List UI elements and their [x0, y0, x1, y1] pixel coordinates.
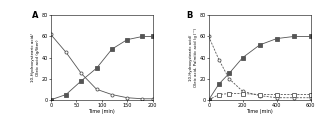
Text: A: A	[32, 11, 39, 20]
X-axis label: Time (min): Time (min)	[246, 109, 273, 114]
Y-axis label: 10-Hydroxystearic acid/
Oleic acid (g/liter): 10-Hydroxystearic acid/ Oleic acid (g/li…	[31, 33, 40, 82]
Text: B: B	[186, 11, 193, 20]
X-axis label: Time (min): Time (min)	[88, 109, 115, 114]
Y-axis label: 10-Hydroxystearic acid/
Oleic acid, Palmitic acid (g l⁻¹): 10-Hydroxystearic acid/ Oleic acid, Palm…	[189, 28, 198, 87]
